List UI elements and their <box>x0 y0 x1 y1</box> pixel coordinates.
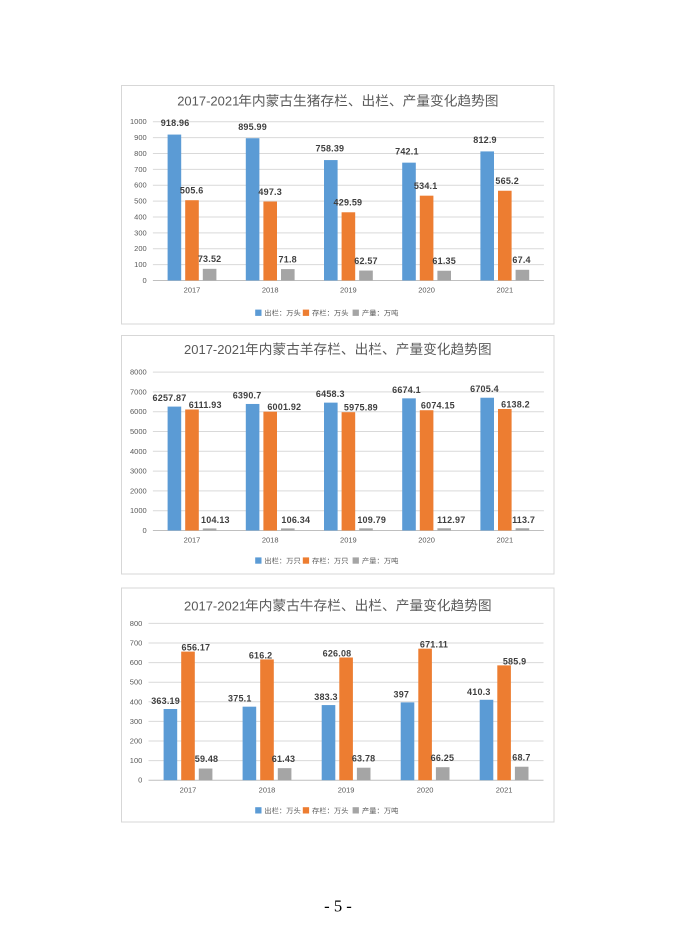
svg-text:397: 397 <box>393 689 409 699</box>
svg-text:2021: 2021 <box>496 536 513 545</box>
svg-text:900: 900 <box>134 133 147 142</box>
svg-text:73.52: 73.52 <box>198 254 222 264</box>
svg-text:6458.3: 6458.3 <box>316 389 345 399</box>
svg-text:6705.4: 6705.4 <box>470 384 499 394</box>
svg-text:2017: 2017 <box>184 286 201 295</box>
svg-text:5000: 5000 <box>130 427 147 436</box>
svg-text:918.96: 918.96 <box>161 118 190 128</box>
svg-text:4000: 4000 <box>130 447 147 456</box>
svg-text:106.34: 106.34 <box>281 515 310 525</box>
svg-text:505.6: 505.6 <box>180 186 204 196</box>
svg-text:600: 600 <box>130 658 143 667</box>
svg-text:700: 700 <box>134 165 147 174</box>
svg-text:104.13: 104.13 <box>201 515 230 525</box>
svg-text:6001.92: 6001.92 <box>267 402 301 412</box>
svg-text:800: 800 <box>134 149 147 158</box>
svg-text:500: 500 <box>130 678 143 687</box>
svg-text:5975.89: 5975.89 <box>344 403 378 413</box>
svg-text:100: 100 <box>134 260 147 269</box>
svg-text:383.3: 383.3 <box>314 692 338 702</box>
svg-text:895.99: 895.99 <box>238 122 267 132</box>
svg-text:6138.2: 6138.2 <box>501 400 530 410</box>
svg-text:2020: 2020 <box>418 536 435 545</box>
svg-text:375.1: 375.1 <box>228 694 252 704</box>
svg-text:2017-2021: 2017-2021 <box>184 342 246 357</box>
svg-text:800: 800 <box>130 619 143 628</box>
svg-text:0: 0 <box>138 776 142 785</box>
svg-text:66.25: 66.25 <box>431 753 455 763</box>
svg-text:112.97: 112.97 <box>437 515 465 525</box>
svg-text:429.59: 429.59 <box>334 198 363 208</box>
svg-text:109.79: 109.79 <box>357 515 386 525</box>
svg-text:2021: 2021 <box>496 785 513 794</box>
svg-text:626.08: 626.08 <box>323 649 352 659</box>
svg-text:2000: 2000 <box>130 486 147 495</box>
svg-text:- 5 -: - 5 - <box>324 897 352 916</box>
svg-text:0: 0 <box>143 276 147 285</box>
svg-text:67.4: 67.4 <box>512 255 530 265</box>
svg-text:68.7: 68.7 <box>512 752 530 762</box>
svg-text:400: 400 <box>134 213 147 222</box>
svg-text:616.2: 616.2 <box>249 650 273 660</box>
svg-text:6000: 6000 <box>130 407 147 416</box>
svg-text:3000: 3000 <box>130 467 147 476</box>
svg-text:1000: 1000 <box>130 506 147 515</box>
svg-text:2018: 2018 <box>259 785 276 794</box>
svg-text:656.17: 656.17 <box>182 643 211 653</box>
svg-text:2018: 2018 <box>262 536 279 545</box>
svg-text:100: 100 <box>130 756 143 765</box>
svg-text:6111.93: 6111.93 <box>189 400 222 410</box>
svg-text:113.7: 113.7 <box>512 515 535 525</box>
svg-text:8000: 8000 <box>130 368 147 377</box>
svg-text:363.19: 363.19 <box>151 696 180 706</box>
svg-text:497.3: 497.3 <box>258 187 282 197</box>
svg-text:700: 700 <box>130 639 143 648</box>
svg-text:534.1: 534.1 <box>414 181 438 191</box>
svg-text:200: 200 <box>134 244 147 253</box>
svg-text:63.78: 63.78 <box>352 753 376 763</box>
svg-text:2017-2021: 2017-2021 <box>177 94 239 109</box>
svg-text:400: 400 <box>130 697 143 706</box>
svg-text:6390.7: 6390.7 <box>233 390 262 400</box>
svg-text:671.11: 671.11 <box>420 640 448 650</box>
svg-text:2018: 2018 <box>262 286 279 295</box>
svg-text:7000: 7000 <box>130 387 147 396</box>
svg-text:6074.15: 6074.15 <box>421 401 455 411</box>
svg-text:62.57: 62.57 <box>354 256 378 266</box>
svg-text:2019: 2019 <box>340 286 357 295</box>
svg-text:812.9: 812.9 <box>473 135 497 145</box>
svg-text:585.9: 585.9 <box>503 656 527 666</box>
svg-text:2019: 2019 <box>338 785 355 794</box>
svg-text:2021: 2021 <box>496 286 513 295</box>
svg-text:61.43: 61.43 <box>272 754 296 764</box>
svg-text:2020: 2020 <box>418 286 435 295</box>
svg-text:742.1: 742.1 <box>395 146 419 156</box>
svg-text:2019: 2019 <box>340 536 357 545</box>
svg-text:600: 600 <box>134 181 147 190</box>
svg-text:61.35: 61.35 <box>432 256 456 266</box>
svg-text:300: 300 <box>130 717 143 726</box>
svg-text:0: 0 <box>143 526 147 535</box>
svg-text:300: 300 <box>134 228 147 237</box>
svg-text:2017-2021: 2017-2021 <box>184 598 246 613</box>
svg-text:59.48: 59.48 <box>195 754 219 764</box>
svg-text:2017: 2017 <box>180 785 197 794</box>
svg-text:71.8: 71.8 <box>279 254 297 264</box>
svg-text:2017: 2017 <box>184 536 201 545</box>
svg-text:410.3: 410.3 <box>467 687 491 697</box>
svg-text:758.39: 758.39 <box>316 144 345 154</box>
svg-text:200: 200 <box>130 737 143 746</box>
svg-text:1000: 1000 <box>130 117 147 126</box>
svg-text:565.2: 565.2 <box>495 176 519 186</box>
svg-text:500: 500 <box>134 197 147 206</box>
svg-text:2020: 2020 <box>417 785 434 794</box>
svg-text:6674.1: 6674.1 <box>392 385 421 395</box>
svg-text:6257.87: 6257.87 <box>153 393 187 403</box>
